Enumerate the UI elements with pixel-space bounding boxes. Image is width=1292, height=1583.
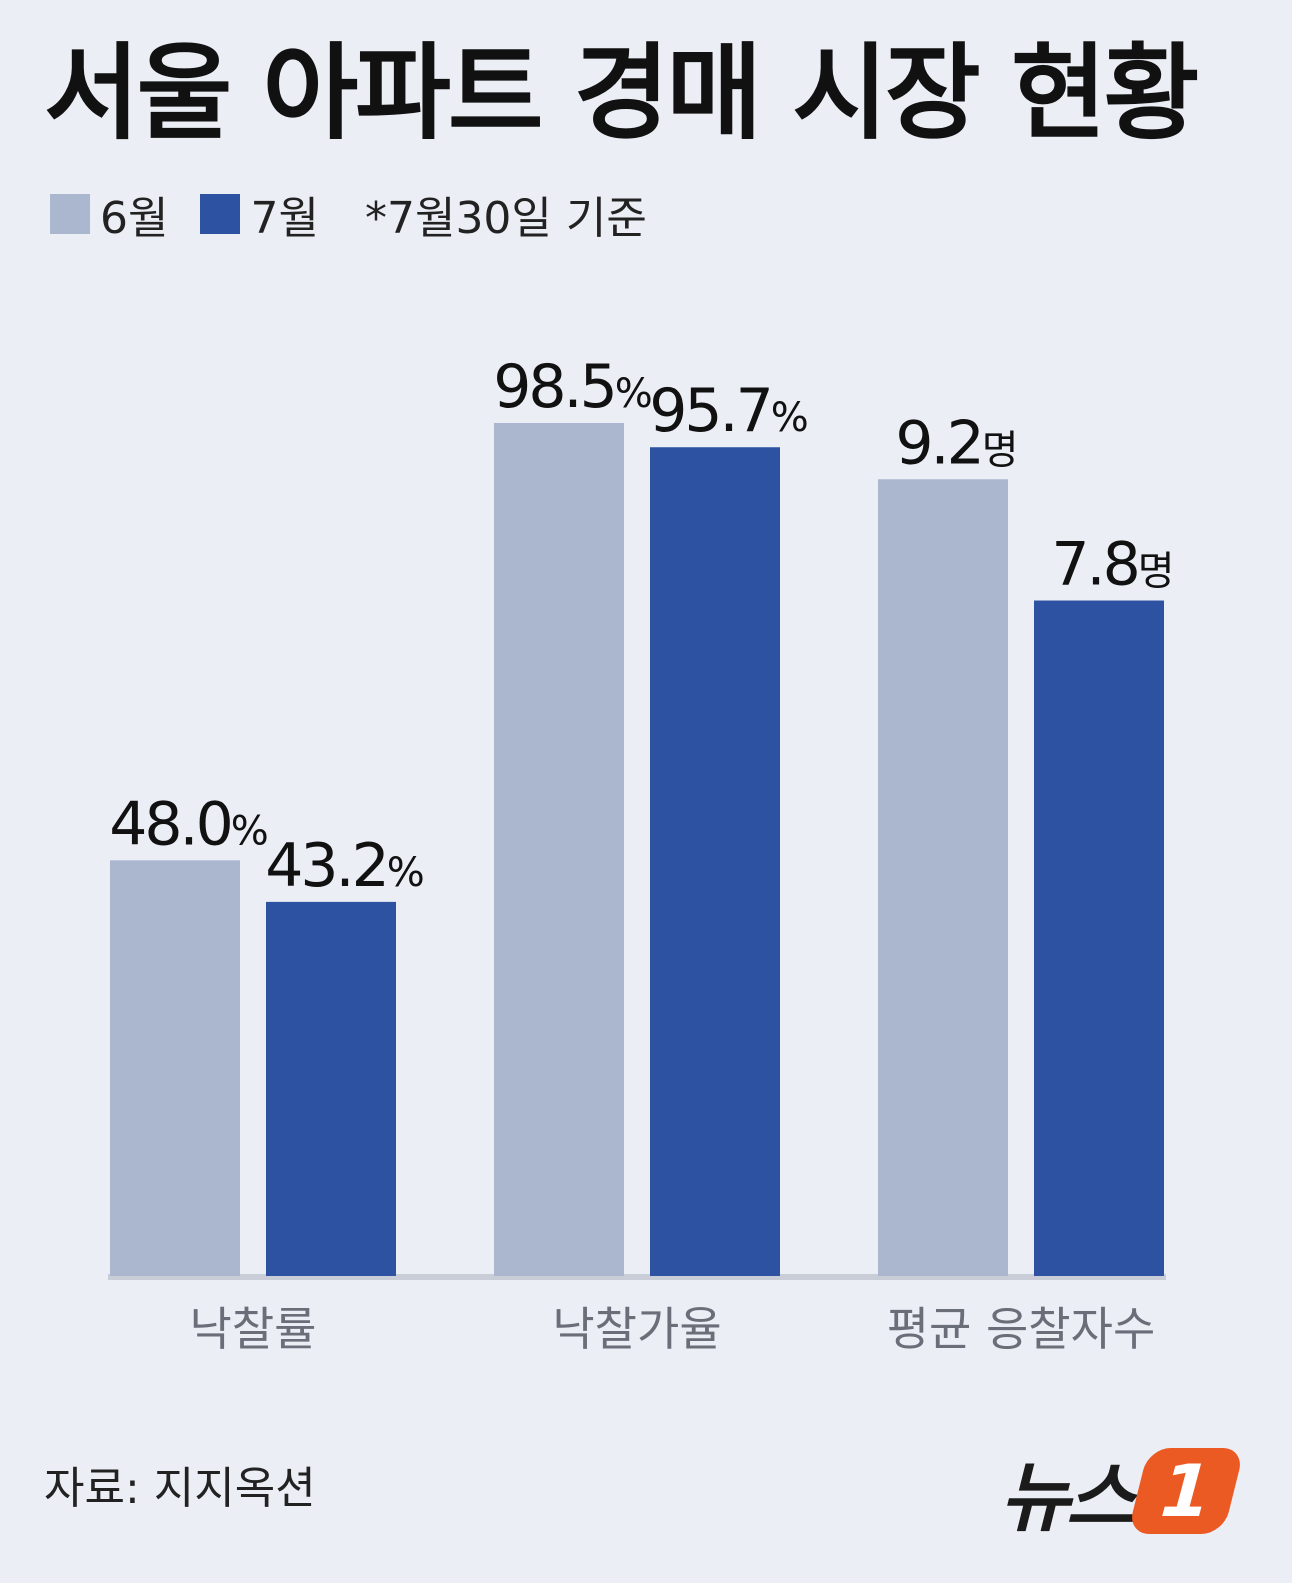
category-label-2: 평균 응찰자수	[887, 1302, 1156, 1356]
bar-2-0	[878, 479, 1008, 1276]
logo-word: 뉴스	[1000, 1453, 1136, 1542]
legend-item-june: 6월	[50, 182, 168, 246]
legend-item-july: 7월	[200, 182, 319, 246]
source-note: 자료: 지지옥션	[44, 1463, 316, 1514]
bar-1-0	[494, 422, 624, 1276]
logo-mark: 1	[1127, 1448, 1245, 1534]
data-label-2-0: 9.2명	[895, 408, 1018, 478]
legend: 6월 7월 *7월30일 기준	[50, 182, 647, 246]
logo-mark-digit: 1	[1157, 1449, 1214, 1533]
category-label-1: 낙찰가율	[552, 1302, 721, 1356]
legend-label-july: 7월	[250, 193, 319, 244]
bar-0-1	[266, 901, 396, 1276]
news1-logo: 뉴스 1	[1000, 1436, 1245, 1546]
chart-title: 서울 아파트 경매 시장 현황	[44, 32, 1199, 154]
data-label-0-0: 48.0%	[109, 789, 269, 859]
category-label-0: 낙찰률	[190, 1302, 317, 1356]
data-label-1-1: 95.7%	[649, 376, 809, 446]
bar-2-1	[1034, 600, 1164, 1276]
bar-1-1	[650, 447, 780, 1276]
legend-label-june: 6월	[100, 193, 169, 244]
data-label-0-1: 43.2%	[265, 831, 425, 901]
baseline	[108, 1274, 1166, 1280]
legend-swatch-july	[200, 194, 241, 234]
data-label-1-0: 98.5%	[493, 352, 653, 422]
legend-swatch-june	[50, 194, 90, 234]
legend-note: *7월30일 기준	[364, 193, 647, 244]
data-label-2-1: 7.8명	[1051, 530, 1174, 600]
bar-0-0	[110, 860, 240, 1276]
